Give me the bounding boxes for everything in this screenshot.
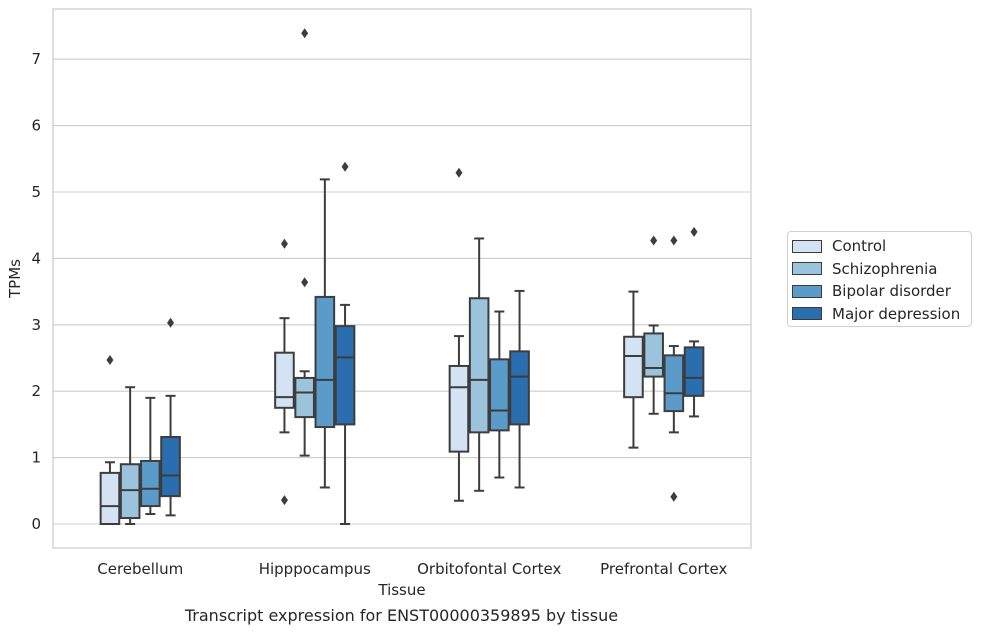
box xyxy=(489,310,510,479)
legend-item: Control xyxy=(792,235,971,258)
box-iqr xyxy=(160,436,181,498)
box-iqr xyxy=(140,459,161,508)
legend: Control Schizophrenia Bipolar disorder Majo… xyxy=(787,231,972,327)
outlier-point xyxy=(280,238,288,249)
box xyxy=(468,237,490,492)
legend-label: Bipolar disorder xyxy=(832,282,951,301)
y-tick-label: 4 xyxy=(31,249,41,267)
box xyxy=(294,28,315,457)
box-iqr xyxy=(294,376,315,419)
outlier-point xyxy=(301,28,309,39)
box-iqr xyxy=(99,471,121,526)
outlier-point xyxy=(455,167,463,178)
outlier-point xyxy=(670,235,678,246)
x-axis-label: Tissue xyxy=(377,581,425,599)
box xyxy=(99,354,121,526)
series-schizophrenia xyxy=(119,28,664,525)
legend-swatch xyxy=(792,284,822,298)
legend-item: Schizophrenia xyxy=(792,258,971,281)
box xyxy=(663,235,685,502)
gridlines xyxy=(53,58,751,525)
box-iqr xyxy=(509,350,530,426)
outlier-point xyxy=(301,277,309,288)
x-tick-label: Orbitofontal Cortex xyxy=(417,560,561,578)
box-iqr xyxy=(334,325,356,426)
legend-label: Major depression xyxy=(832,304,961,323)
outlier-point xyxy=(650,235,658,246)
legend-label: Control xyxy=(832,237,887,256)
box-iqr xyxy=(448,364,470,453)
box xyxy=(274,238,295,506)
box xyxy=(314,178,336,489)
series-major-depression xyxy=(160,161,705,525)
y-axis-label: TPMs xyxy=(6,259,24,299)
y-tick-label: 0 xyxy=(31,515,41,533)
y-tick-label: 3 xyxy=(31,316,41,334)
outlier-point xyxy=(670,491,678,502)
legend-item: Major depression xyxy=(792,303,971,326)
series-bipolar-disorder xyxy=(140,178,685,516)
box-iqr xyxy=(489,358,510,432)
outlier-point xyxy=(341,161,349,172)
y-tick-label: 1 xyxy=(31,449,41,467)
box-iqr xyxy=(643,332,664,378)
box-iqr xyxy=(623,335,644,399)
legend-swatch xyxy=(792,239,822,253)
outlier-point xyxy=(690,226,698,237)
box-iqr xyxy=(274,351,295,409)
box xyxy=(140,396,161,516)
chart-caption: Transcript expression for ENST0000035989… xyxy=(184,606,619,625)
outlier-point xyxy=(167,317,175,328)
box-iqr xyxy=(314,295,336,429)
box-iqr xyxy=(468,297,490,434)
box-iqr xyxy=(683,346,705,397)
y-tick-label: 6 xyxy=(31,117,41,135)
plot-frame xyxy=(52,8,752,549)
box xyxy=(509,289,530,489)
legend-swatch xyxy=(792,262,822,276)
y-tick-label: 5 xyxy=(31,183,41,201)
x-tick-label: Prefrontal Cortex xyxy=(600,560,727,578)
box xyxy=(683,226,705,418)
box xyxy=(643,235,664,415)
box xyxy=(119,386,141,525)
y-axis-ticks: 0 1 2 3 4 5 6 7 xyxy=(31,50,41,533)
box xyxy=(334,161,356,525)
box xyxy=(160,317,181,517)
box xyxy=(623,290,644,449)
x-axis-ticks: Cerebellum Hipppocampus Orbitofontal Corte… xyxy=(97,560,727,578)
outlier-point xyxy=(280,495,288,506)
box-iqr xyxy=(663,354,685,413)
legend-swatch xyxy=(792,307,822,321)
box-plot-series xyxy=(99,28,705,526)
x-tick-label: Cerebellum xyxy=(97,560,183,578)
y-tick-label: 7 xyxy=(31,50,41,68)
outlier-point xyxy=(106,354,114,365)
legend-label: Schizophrenia xyxy=(832,259,938,278)
y-tick-label: 2 xyxy=(31,382,41,400)
x-tick-label: Hipppocampus xyxy=(259,560,371,578)
series-control xyxy=(99,167,644,526)
legend-item: Bipolar disorder xyxy=(792,280,971,303)
box xyxy=(448,167,470,502)
